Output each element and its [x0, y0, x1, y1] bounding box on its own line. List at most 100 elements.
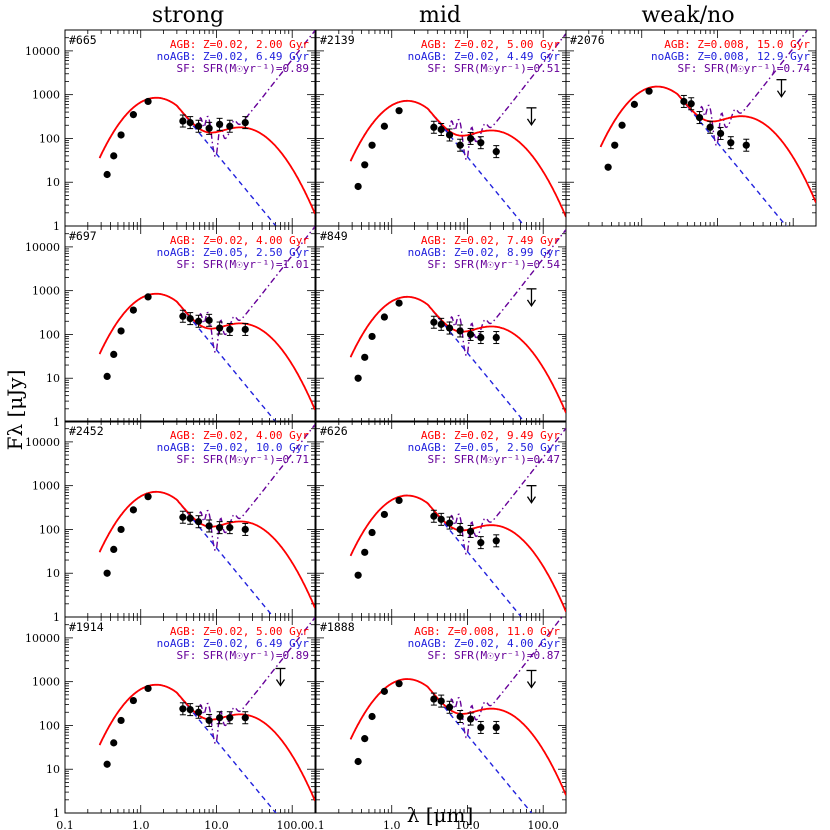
panel-id-label: #626	[320, 424, 348, 438]
noagb-model-line	[98, 684, 277, 813]
panel-id-label: #1914	[69, 620, 104, 634]
y-tick-label: 1000	[32, 676, 60, 689]
data-point	[110, 152, 118, 160]
noagb-model-line	[98, 97, 277, 226]
legend-sf: SF: SFR(M☉yr⁻¹)=0.47	[428, 453, 560, 466]
panel-frame	[64, 225, 316, 423]
x-tick-label: 1.0	[132, 819, 150, 830]
data-point	[103, 760, 111, 768]
data-point	[445, 131, 454, 139]
data-point	[380, 510, 388, 519]
x-tick-label: 100.0	[276, 819, 308, 830]
agb-model-line	[98, 292, 315, 411]
data-point	[492, 148, 500, 156]
data-point	[129, 506, 137, 514]
data-point	[144, 493, 152, 501]
y-tick-label: 10000	[25, 436, 60, 449]
data-point	[117, 327, 125, 335]
data-point	[430, 512, 438, 520]
y-tick-label: 10000	[25, 632, 60, 645]
data-point	[477, 539, 485, 547]
y-tick-label: 100	[39, 719, 60, 732]
legend-agb: AGB: Z=0.02, 7.49 Gyr	[421, 234, 560, 247]
panel-id-label: #1888	[320, 620, 355, 634]
noagb-model-line	[349, 296, 526, 422]
data-point	[717, 129, 725, 138]
x-tick-label: 0.1	[56, 819, 74, 830]
y-tick-label: 10	[46, 567, 60, 580]
data-point	[456, 141, 464, 149]
data-point	[467, 330, 475, 339]
data-point	[492, 333, 500, 342]
upper-limit-arrowhead	[526, 496, 537, 504]
data-point	[395, 299, 403, 307]
y-tick-label: 10000	[25, 241, 60, 254]
data-point	[186, 315, 194, 323]
data-point	[241, 714, 249, 722]
y-tick-label: 1	[53, 611, 60, 624]
data-point	[194, 518, 203, 526]
upper-limit-arrowhead	[275, 679, 286, 687]
noagb-model-line	[349, 100, 526, 226]
data-point	[117, 716, 125, 725]
x-tick-label: 10.0	[204, 819, 229, 830]
legend-sf: SF: SFR(M☉yr⁻¹)=0.51	[428, 62, 560, 75]
data-point	[695, 113, 704, 122]
data-point	[477, 333, 485, 342]
y-tick-label: 1000	[32, 285, 60, 298]
data-point	[477, 139, 485, 147]
data-point	[467, 527, 475, 536]
legend-agb: AGB: Z=0.02, 5.00 Gyr	[170, 625, 309, 638]
x-tick-label: 100.0	[527, 819, 559, 830]
legend-agb: AGB: Z=0.02, 4.00 Gyr	[170, 234, 309, 247]
y-tick-label: 1	[53, 220, 60, 233]
y-tick-label: 1	[53, 807, 60, 820]
data-point	[110, 739, 118, 747]
x-tick-label: 1.0	[383, 819, 401, 830]
column-title-mid: mid	[419, 3, 461, 28]
legend-agb: AGB: Z=0.008, 11.0 Gyr	[414, 625, 560, 638]
data-point	[361, 735, 369, 743]
data-point	[437, 125, 445, 134]
data-point	[205, 316, 213, 324]
data-point	[216, 120, 224, 128]
data-point	[179, 705, 187, 713]
panel-id-label: #665	[69, 33, 97, 47]
data-point	[492, 537, 500, 545]
data-point	[368, 528, 376, 537]
data-point	[467, 134, 475, 143]
data-point	[430, 123, 438, 131]
data-point	[361, 161, 369, 169]
data-point	[727, 139, 735, 147]
panel-frame	[565, 29, 817, 227]
panel-frame	[64, 616, 316, 814]
legend-noagb: noAGB: Z=0.02, 6.49 Gyr	[157, 50, 310, 63]
noagb-model-line	[599, 85, 788, 226]
data-point	[129, 696, 137, 705]
data-point	[194, 708, 203, 716]
legend-sf: SF: SFR(M☉yr⁻¹)=0.54	[428, 258, 561, 271]
x-tick-label: 0.1	[307, 819, 325, 830]
data-point	[186, 119, 194, 127]
data-point	[110, 350, 118, 359]
legend-sf: SF: SFR(M☉yr⁻¹)=0.89	[177, 62, 309, 75]
legend-agb: AGB: Z=0.02, 2.00 Gyr	[170, 38, 309, 51]
data-point	[144, 293, 152, 301]
upper-limit-arrowhead	[526, 118, 537, 127]
y-tick-label: 100	[39, 132, 60, 145]
data-point	[205, 124, 213, 132]
legend-agb: AGB: Z=0.008, 15.0 Gyr	[664, 38, 810, 51]
panel-frame	[315, 616, 567, 814]
data-point	[604, 163, 612, 171]
legend-sf: SF: SFR(M☉yr⁻¹)=1.01	[177, 258, 309, 271]
data-point	[456, 712, 464, 721]
data-point	[456, 327, 464, 335]
panel-frame	[315, 225, 567, 423]
data-point	[179, 117, 187, 125]
data-point	[144, 97, 152, 106]
